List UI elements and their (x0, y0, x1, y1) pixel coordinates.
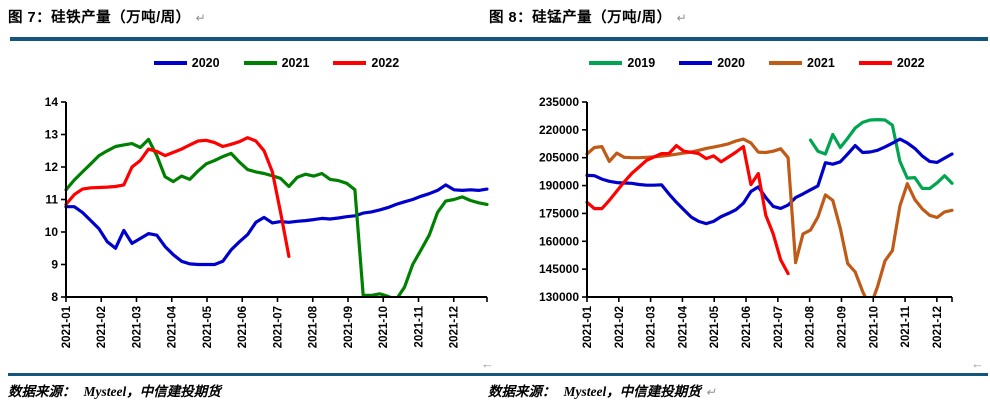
series-line-2021 (585, 137, 954, 297)
y-tick-label: 8 (51, 290, 58, 304)
y-tick-label: 14 (45, 95, 59, 109)
figure8-legend: 2019 2020 2021 2022 (557, 55, 957, 71)
x-tick-label: 2021-07 (773, 306, 785, 348)
x-tick-label: 2021-09 (343, 306, 355, 348)
legend-item-2020: 2020 (153, 56, 220, 70)
series-line-2020 (585, 137, 954, 226)
legend-label: 2020 (191, 56, 220, 70)
return-mark-icon: ↵ (705, 385, 716, 399)
x-tick-label: 2021-06 (741, 306, 753, 348)
legend-item-2019: 2019 (589, 56, 655, 70)
y-tick-label: 10 (45, 225, 59, 239)
legend-label: 2019 (627, 56, 656, 70)
x-tick-label: 2021-07 (272, 306, 284, 348)
x-tick-label: 2021-10 (868, 306, 880, 348)
x-tick-label: 2021-11 (413, 305, 425, 347)
figure8-chart: 130000 145000 160000 175000 190000 205000 2200… (539, 95, 954, 348)
x-tick-label: 2021-04 (167, 305, 179, 348)
figure7-source: 数据来源： Mysteel，中信建投期货 (8, 380, 221, 400)
y-tick-label: 130000 (539, 290, 579, 304)
series-line-2019 (808, 117, 954, 191)
x-tick-label: 2021-01 (61, 305, 73, 348)
figure8-title-text: 图 8：硅锰产量（万吨/周） (489, 10, 672, 26)
x-tick-label: 2021-02 (96, 306, 108, 348)
legend-label: 2021 (807, 56, 835, 70)
legend-swatch (769, 61, 802, 65)
y-tick-label: 145000 (539, 262, 579, 276)
source-value: Mysteel，中信建投期货 (83, 384, 221, 399)
x-tick-label: 2021-05 (709, 305, 721, 348)
y-tick-label: 11 (45, 193, 58, 207)
bottom-divider-rule (8, 373, 988, 376)
legend-swatch (679, 61, 713, 65)
x-tick-label: 2021-11 (900, 305, 912, 347)
figure7-title: 图 7：硅铁产量（万吨/周） ↵ (8, 6, 206, 27)
y-tick-label: 13 (45, 128, 59, 142)
x-tick-label: 2021-04 (677, 305, 689, 348)
legend-swatch (243, 61, 277, 65)
y-tick-label: 12 (45, 160, 59, 174)
x-tick-label: 2021-08 (805, 305, 817, 348)
x-tick-label: 2021-01 (582, 305, 594, 348)
left-arrow-mark-icon: ← (971, 356, 984, 371)
x-tick-label: 2021-06 (237, 306, 249, 348)
x-tick-label: 2021-03 (131, 306, 143, 348)
x-tick-label: 2021-05 (202, 305, 214, 348)
x-tick-label: 2021-09 (836, 306, 848, 348)
legend-label: 2020 (717, 56, 745, 70)
source-value: Mysteel，中信建投期货 (563, 384, 701, 399)
source-label: 数据来源： (488, 384, 556, 399)
return-mark-icon: ↵ (195, 11, 207, 25)
series-line-2021 (64, 137, 489, 297)
y-tick-label: 205000 (539, 151, 579, 165)
figure7-title-text: 图 7：硅铁产量（万吨/周） (8, 10, 191, 26)
legend-item-2022: 2022 (858, 56, 925, 70)
x-tick-label: 2021-03 (646, 306, 658, 348)
legend-label: 2022 (896, 56, 925, 70)
series-line-2022 (64, 136, 291, 258)
legend-swatch (858, 61, 892, 65)
legend-swatch (333, 61, 367, 65)
series-line-2020 (64, 183, 489, 267)
legend-item-2020: 2020 (679, 56, 745, 70)
x-tick-label: 2021-10 (378, 306, 390, 348)
source-label: 数据来源： (8, 384, 76, 399)
x-tick-label: 2021-02 (614, 306, 626, 348)
legend-item-2021: 2021 (243, 56, 310, 70)
figure8-source: 数据来源： Mysteel，中信建投期货 ↵ (488, 380, 716, 400)
return-mark-icon: ↵ (676, 11, 688, 25)
legend-label: 2021 (281, 56, 310, 70)
legend-swatch (589, 61, 623, 65)
legend-item-2021: 2021 (769, 56, 835, 70)
x-tick-label: 2021-08 (308, 305, 320, 348)
y-tick-label: 235000 (539, 95, 579, 109)
y-tick-label: 9 (51, 258, 58, 272)
figure7-chart: 8 9 10 11 12 13 14 2021-01 2021-02 2021-03 2021-04… (45, 95, 489, 348)
x-tick-label: 2021-12 (932, 306, 944, 348)
figure7-legend: 2020 2021 2022 (66, 55, 487, 71)
axis-lines (586, 102, 952, 298)
y-tick-label: 220000 (539, 123, 579, 137)
legend-item-2022: 2022 (333, 56, 399, 70)
series-line-2022 (585, 143, 790, 276)
x-tick-label: 2021-12 (449, 306, 461, 348)
y-tick-label: 190000 (539, 179, 579, 193)
axis-lines (65, 102, 487, 298)
y-tick-label: 175000 (539, 206, 579, 220)
top-divider-rule (10, 37, 988, 41)
left-arrow-mark-icon: ← (481, 356, 494, 371)
y-tick-label: 160000 (539, 234, 579, 248)
legend-swatch (153, 61, 187, 65)
figure8-title: 图 8：硅锰产量（万吨/周） ↵ (489, 6, 687, 27)
legend-label: 2022 (371, 56, 400, 70)
